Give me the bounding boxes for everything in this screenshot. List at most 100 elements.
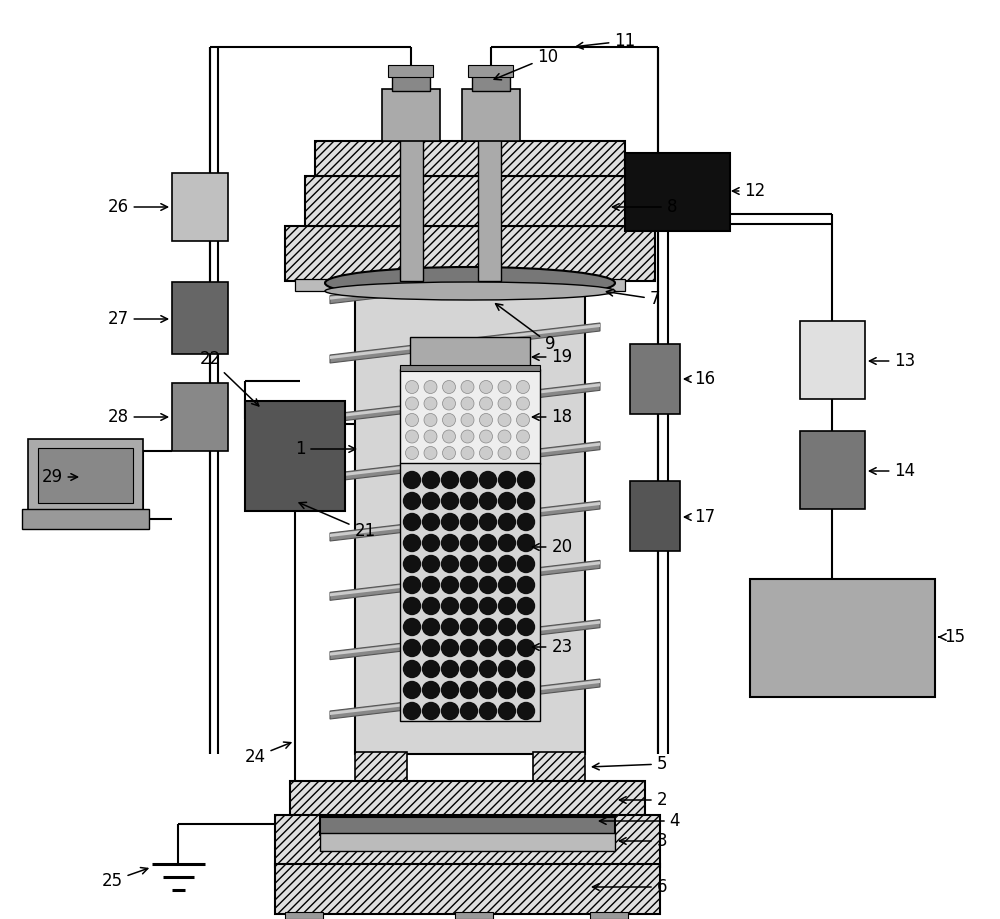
Bar: [38, 448, 133, 503]
Circle shape: [424, 447, 437, 460]
Circle shape: [461, 447, 474, 460]
Bar: [400, 365, 540, 371]
Bar: [290, 781, 645, 819]
Bar: [800, 321, 865, 399]
Circle shape: [424, 414, 437, 426]
Bar: [625, 153, 730, 231]
Circle shape: [442, 414, 456, 426]
Circle shape: [404, 576, 420, 594]
Circle shape: [461, 471, 478, 489]
Bar: [285, 912, 323, 919]
Polygon shape: [330, 442, 600, 482]
Bar: [630, 344, 680, 414]
Circle shape: [442, 380, 456, 393]
Circle shape: [461, 597, 478, 615]
Bar: [355, 269, 585, 754]
Circle shape: [461, 493, 478, 509]
Circle shape: [424, 397, 437, 410]
Text: 17: 17: [684, 508, 716, 526]
Bar: [275, 864, 660, 914]
Text: 24: 24: [244, 742, 291, 766]
Circle shape: [423, 682, 440, 698]
Circle shape: [498, 414, 511, 426]
Circle shape: [404, 493, 420, 509]
Circle shape: [461, 661, 478, 677]
Ellipse shape: [325, 267, 615, 299]
Circle shape: [423, 640, 440, 656]
Bar: [315, 141, 625, 176]
Bar: [172, 383, 228, 451]
Circle shape: [480, 414, 493, 426]
Bar: [750, 579, 935, 697]
Circle shape: [461, 555, 478, 573]
Circle shape: [404, 514, 420, 530]
Circle shape: [423, 576, 440, 594]
Circle shape: [498, 702, 516, 720]
Circle shape: [518, 514, 534, 530]
Circle shape: [518, 661, 534, 677]
Circle shape: [480, 576, 496, 594]
Circle shape: [423, 597, 440, 615]
Text: 26: 26: [107, 198, 168, 216]
Text: 8: 8: [612, 198, 677, 216]
Circle shape: [480, 618, 496, 636]
Bar: [172, 282, 228, 354]
Polygon shape: [330, 502, 600, 537]
Circle shape: [423, 535, 440, 551]
Circle shape: [404, 535, 420, 551]
Circle shape: [498, 535, 516, 551]
Circle shape: [406, 397, 418, 410]
Text: 2: 2: [619, 791, 667, 809]
Circle shape: [498, 380, 511, 393]
Circle shape: [442, 555, 458, 573]
Circle shape: [423, 514, 440, 530]
Circle shape: [461, 380, 474, 393]
Bar: [630, 481, 680, 551]
Circle shape: [461, 618, 478, 636]
Bar: [320, 817, 615, 835]
Polygon shape: [330, 619, 600, 660]
Circle shape: [404, 682, 420, 698]
Circle shape: [404, 661, 420, 677]
Circle shape: [498, 471, 516, 489]
Circle shape: [423, 555, 440, 573]
Circle shape: [480, 535, 496, 551]
Circle shape: [480, 430, 493, 443]
Circle shape: [461, 535, 478, 551]
Circle shape: [423, 471, 440, 489]
Bar: [28, 439, 143, 511]
Bar: [245, 401, 345, 511]
Circle shape: [498, 514, 516, 530]
Polygon shape: [330, 264, 600, 303]
Circle shape: [480, 471, 496, 489]
Circle shape: [498, 493, 516, 509]
Text: 1: 1: [295, 440, 356, 458]
Circle shape: [423, 661, 440, 677]
Bar: [285, 226, 655, 281]
Ellipse shape: [325, 282, 615, 300]
Circle shape: [518, 702, 534, 720]
Circle shape: [461, 514, 478, 530]
Circle shape: [461, 414, 474, 426]
Bar: [275, 815, 660, 867]
Circle shape: [518, 555, 534, 573]
Polygon shape: [330, 382, 600, 423]
Bar: [295, 279, 330, 291]
Text: 3: 3: [619, 832, 667, 850]
Circle shape: [480, 380, 493, 393]
Circle shape: [498, 640, 516, 656]
Text: 19: 19: [532, 348, 573, 366]
Circle shape: [480, 493, 496, 509]
Circle shape: [498, 597, 516, 615]
Circle shape: [498, 618, 516, 636]
Circle shape: [442, 640, 458, 656]
Circle shape: [480, 447, 493, 460]
Bar: [410, 337, 530, 367]
Circle shape: [461, 702, 478, 720]
Bar: [392, 76, 430, 91]
Bar: [305, 176, 635, 226]
Circle shape: [480, 597, 496, 615]
Polygon shape: [330, 323, 600, 363]
Bar: [590, 279, 625, 291]
Circle shape: [516, 447, 530, 460]
